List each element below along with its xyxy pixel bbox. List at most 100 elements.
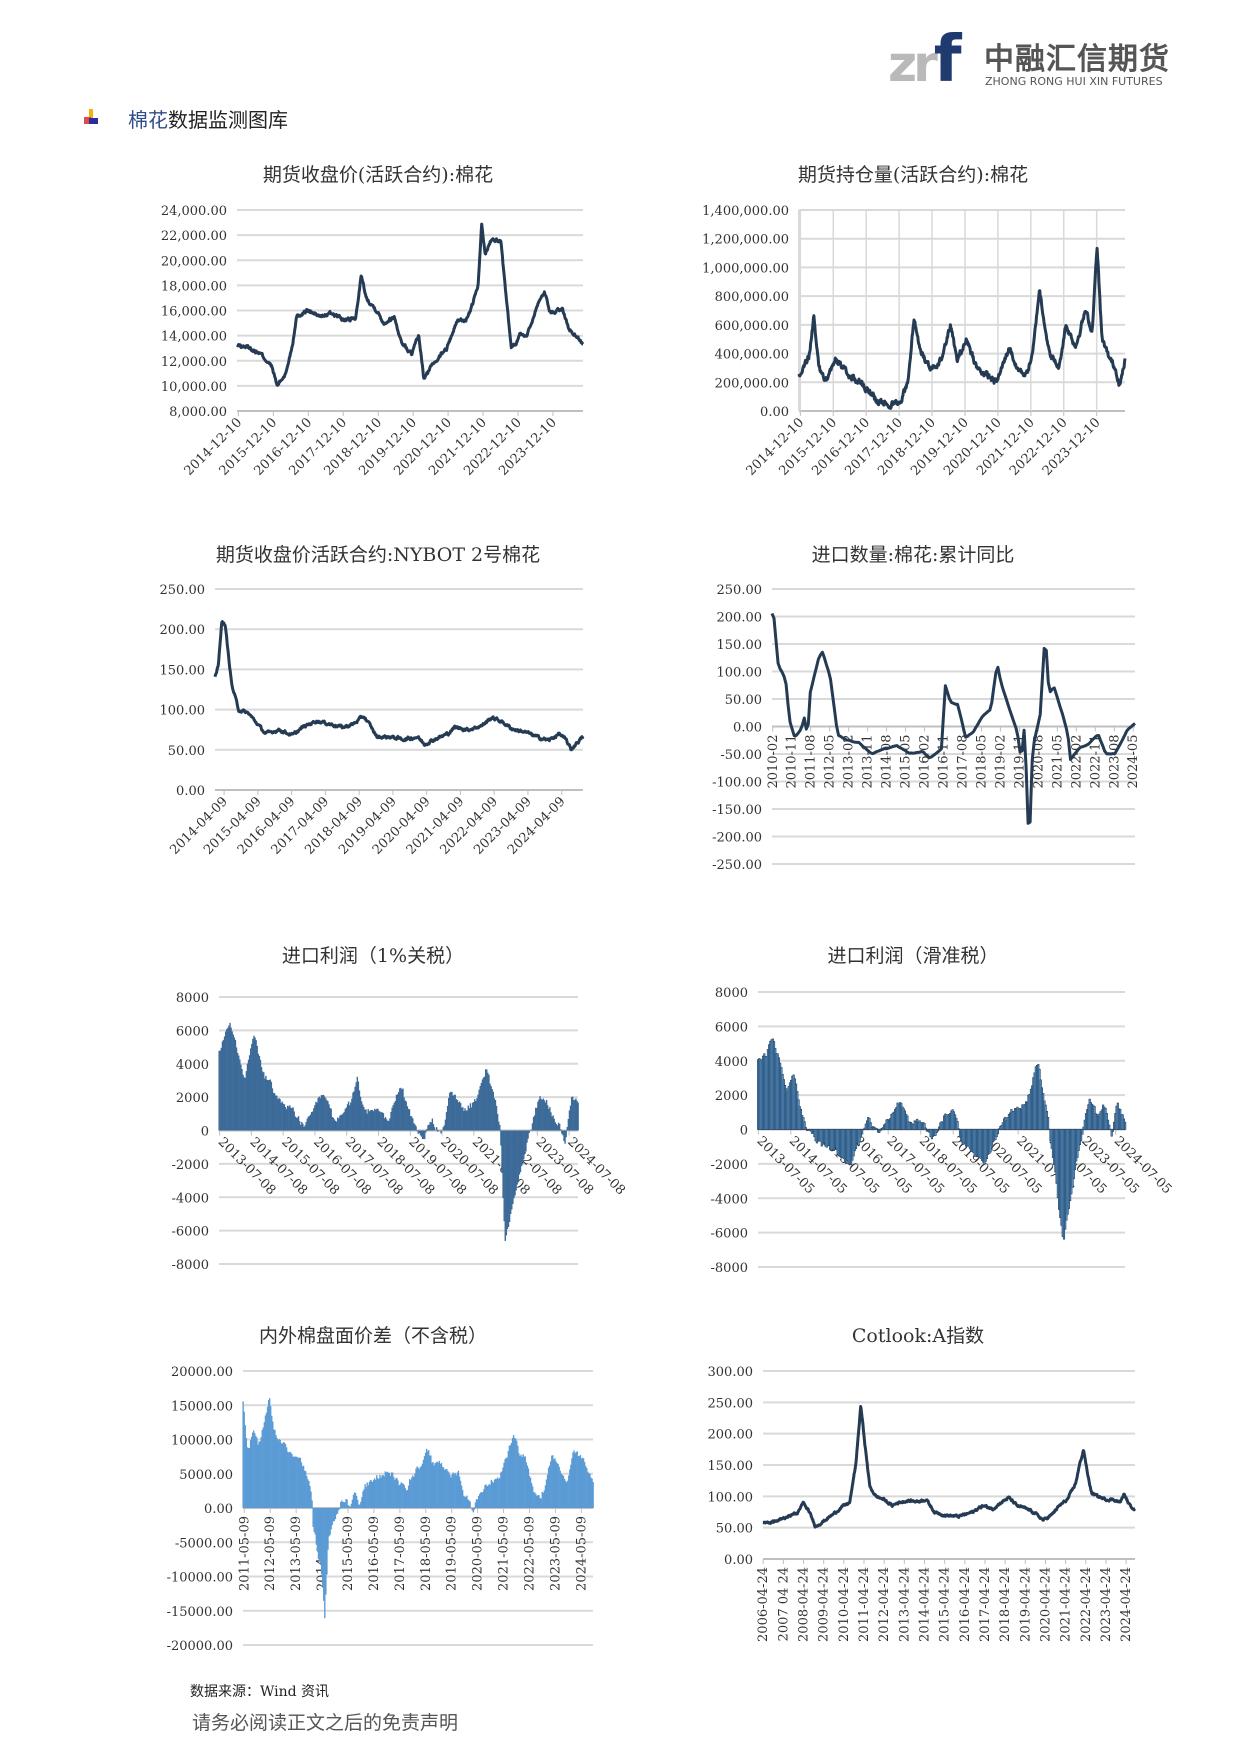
y-tick-label: 50.00 <box>716 1522 753 1537</box>
bar <box>291 1107 293 1131</box>
bar <box>250 1436 253 1508</box>
bar <box>371 1482 374 1508</box>
bar <box>923 1123 926 1130</box>
bar <box>223 1036 226 1131</box>
bar <box>268 1398 271 1508</box>
bar <box>493 1098 496 1131</box>
y-tick-label: 4000 <box>176 1058 209 1073</box>
bar <box>349 1506 351 1508</box>
bar <box>567 1480 569 1508</box>
section-title: 棉花数据监测图库 <box>128 104 288 133</box>
bar <box>401 1483 403 1508</box>
bar <box>561 1130 563 1134</box>
bar <box>502 1130 504 1199</box>
bar <box>256 1045 258 1131</box>
bar <box>430 1122 432 1131</box>
bar <box>301 1466 304 1508</box>
x-tick-label: 2010-02 <box>766 735 781 789</box>
bar <box>342 1501 344 1508</box>
y-tick-label: 12,000.00 <box>161 355 227 370</box>
bar <box>276 1438 278 1508</box>
bar <box>304 1125 306 1131</box>
bar <box>285 1447 288 1508</box>
bar <box>563 1130 565 1142</box>
bar <box>276 1095 278 1131</box>
bar <box>481 1492 483 1508</box>
bar <box>436 1127 438 1131</box>
bar <box>475 1499 478 1508</box>
bar <box>569 1105 572 1131</box>
bar <box>350 1102 352 1131</box>
bar <box>282 1442 285 1508</box>
bar <box>576 1100 578 1131</box>
bar <box>302 1123 304 1131</box>
bar <box>328 1508 330 1537</box>
bar <box>347 1101 350 1131</box>
x-tick-label: 2013-11 <box>861 735 876 789</box>
bar <box>294 1456 296 1508</box>
bar <box>524 1130 526 1153</box>
bar <box>402 1088 404 1131</box>
bar <box>550 1461 552 1508</box>
bar <box>313 1108 315 1131</box>
bar <box>366 1482 368 1508</box>
bar <box>459 1480 462 1508</box>
bar <box>577 1455 579 1508</box>
bar <box>543 1100 546 1131</box>
chart-title-open-interest: 期货持仓量(活跃合约):棉花 <box>797 164 1029 186</box>
y-tick-label: 0 <box>201 1125 209 1140</box>
bar <box>537 1495 539 1508</box>
bar <box>242 1074 244 1131</box>
bar <box>456 1472 459 1508</box>
bar <box>503 1462 505 1508</box>
chart-title-import-profit-sliding: 进口利润（滑准税） <box>827 945 999 967</box>
bar <box>415 1126 417 1131</box>
bar <box>388 1472 391 1508</box>
bar <box>231 1031 233 1131</box>
bar <box>540 1498 542 1508</box>
bar <box>326 1100 328 1131</box>
bar <box>1111 1129 1114 1132</box>
bar <box>430 1455 432 1508</box>
bar <box>379 1474 381 1508</box>
bar <box>226 1029 228 1131</box>
bar <box>284 1444 287 1508</box>
bar <box>590 1477 592 1508</box>
y-tick-label: 200.00 <box>717 611 763 626</box>
bar <box>519 1130 522 1173</box>
bar <box>267 1400 270 1508</box>
bar <box>363 1106 365 1131</box>
bar <box>266 1079 268 1131</box>
bar <box>510 1442 513 1508</box>
bar <box>557 1122 560 1131</box>
bar <box>537 1101 539 1131</box>
y-tick-label: 24,000.00 <box>161 204 227 219</box>
bar <box>570 1096 573 1131</box>
bar <box>267 1080 269 1131</box>
bar <box>330 1508 332 1530</box>
bar <box>541 1491 543 1508</box>
y-tick-label: -150.00 <box>712 803 762 818</box>
bar <box>243 1411 245 1508</box>
bar <box>327 1508 329 1550</box>
bar <box>592 1482 594 1508</box>
bar <box>484 1485 486 1508</box>
bar <box>1081 1129 1084 1135</box>
bar <box>469 1501 471 1508</box>
bar <box>265 1075 267 1131</box>
bar <box>462 1107 464 1131</box>
y-tick-label: 200.00 <box>708 1428 754 1443</box>
bar <box>565 1130 567 1138</box>
bar <box>470 1107 473 1131</box>
bar <box>297 1457 299 1508</box>
x-tick-label: 2019-04-24 <box>1018 1567 1033 1642</box>
bar <box>468 1108 471 1131</box>
y-tick-label: 18,000.00 <box>161 279 227 294</box>
bar <box>382 1474 384 1508</box>
bar <box>233 1037 236 1131</box>
bar <box>325 1508 327 1595</box>
bar <box>394 1479 396 1508</box>
y-tick-label: 200,000.00 <box>715 376 789 391</box>
bar <box>376 1475 378 1508</box>
bar <box>375 1109 377 1131</box>
